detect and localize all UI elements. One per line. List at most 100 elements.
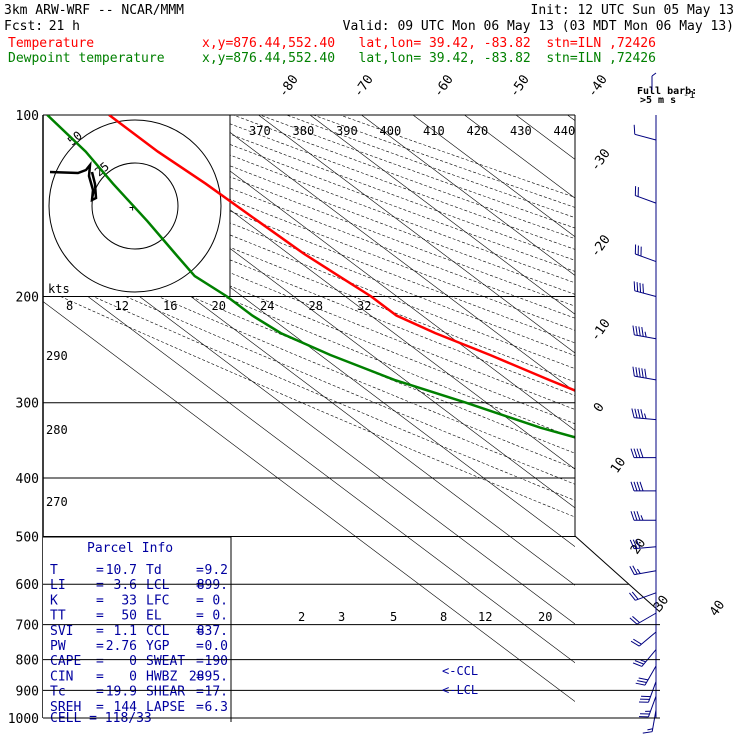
parcel-value-left: 10.7 <box>106 563 137 578</box>
parcel-eq: = <box>196 563 204 578</box>
barb-legend-icon <box>651 72 657 90</box>
parcel-eq: = <box>96 685 104 700</box>
pressure-label: 900 <box>16 684 39 699</box>
parcel-value-left: 3.6 <box>114 578 137 593</box>
theta-label-left: 290 <box>46 349 68 363</box>
parcel-value-left: 0 <box>129 654 137 669</box>
wind-barb <box>632 649 657 667</box>
parcel-value-left: 50 <box>121 609 137 624</box>
parcel-label-right: LFC <box>146 593 169 608</box>
hodograph: + 50 25 <box>43 115 231 296</box>
parcel-value-left: 0 <box>129 669 137 684</box>
parcel-eq: = <box>96 639 104 654</box>
parcel-value-left: 33 <box>121 593 137 608</box>
wind-barb <box>631 408 657 421</box>
theta-label: 420 <box>467 124 489 138</box>
theta-label: 430 <box>510 124 532 138</box>
mixing-ratio-label-lower: 20 <box>538 610 552 624</box>
wind-barb <box>635 665 657 686</box>
init-time: Init: 12 UTC Sun 05 May 13 <box>531 3 735 18</box>
isotherm-line <box>43 301 575 702</box>
mixing-ratio-label-lower: 2 <box>298 610 305 624</box>
wind-barb <box>629 612 657 625</box>
model-title: 3km ARW-WRF -- NCAR/MMM <box>4 3 184 18</box>
isotherm-line <box>412 115 575 238</box>
parcel-value-right: 0. <box>212 593 228 608</box>
parcel-value-right: 17. <box>205 685 228 700</box>
mixing-ratio-label: 16 <box>163 299 177 313</box>
legend-dewpoint: Dewpoint temperature <box>8 51 165 66</box>
parcel-label-left: PW <box>50 639 66 654</box>
forecast-hour: 21 h <box>49 19 80 34</box>
parcel-label-right: HWBZ <box>146 669 177 684</box>
parcel-label-right: SHEAR <box>146 685 185 700</box>
dry-adiabat-line <box>43 181 575 396</box>
parcel-eq: = <box>96 563 104 578</box>
parcel-eq: = <box>196 609 204 624</box>
parcel-label-right: EL <box>146 609 162 624</box>
parcel-value-right: 837. <box>197 624 228 639</box>
parcel-eq: = <box>196 593 204 608</box>
theta-label: 370 <box>249 124 271 138</box>
parcel-value-right: 899. <box>197 578 228 593</box>
wind-barb <box>633 124 657 141</box>
wind-barb <box>634 186 657 204</box>
dry-adiabat-line <box>43 219 575 439</box>
legend-temperature: Temperature <box>8 36 94 51</box>
parcel-label-right: CCL <box>146 624 170 639</box>
parcel-eq: = <box>196 685 204 700</box>
wind-barb <box>632 325 657 340</box>
parcel-eq: = <box>196 669 204 684</box>
dry-adiabat-line <box>43 259 575 485</box>
theta-label-left: 280 <box>46 423 68 437</box>
pressure-label: 300 <box>16 397 39 412</box>
forecast-label: Fcst: <box>4 19 43 34</box>
hodograph-trace <box>49 160 98 203</box>
wind-barb <box>630 631 657 647</box>
wind-barb <box>630 511 656 521</box>
wind-barb <box>632 366 657 381</box>
isotherm-line <box>43 262 575 664</box>
ccl-marker: <-CCL <box>442 664 478 678</box>
wind-barbs <box>629 124 657 734</box>
pressure-label: 200 <box>16 291 39 306</box>
pressure-label: 400 <box>16 472 39 487</box>
theta-label: 410 <box>423 124 445 138</box>
pressure-label: 100 <box>16 109 39 124</box>
parcel-label-left: K <box>50 593 58 608</box>
theta-label: 440 <box>554 124 576 138</box>
pressure-label: 500 <box>16 530 39 545</box>
wind-barb <box>642 709 657 734</box>
barb-legend-units: >5 m s <box>640 95 676 106</box>
mixing-ratio-label: 20 <box>212 299 226 313</box>
theta-labels: 370 380 390 400 410 420 430 440 290 280 270 <box>46 124 575 509</box>
parcel-eq: = <box>96 669 104 684</box>
theta-label: 380 <box>293 124 315 138</box>
plot-right-edge-lower <box>574 535 661 613</box>
hodograph-ring-50 <box>48 119 222 293</box>
wind-barb <box>629 565 657 576</box>
isotherm-label: 10 <box>608 455 629 476</box>
parcel-label-left: SREH <box>50 700 81 715</box>
parcel-eq: = <box>96 654 104 669</box>
parcel-info-panel: Parcel Info T = 10.7 Td = 9.2LI = 3.6 LCL =899.K =… <box>43 536 232 726</box>
parcel-info-title: Parcel Info <box>87 541 173 556</box>
parcel-label-left: LI <box>50 578 66 593</box>
theta-label: 390 <box>336 124 358 138</box>
parcel-value-left: 144 <box>114 700 138 715</box>
isobars-lower <box>43 535 660 719</box>
parcel-label-right: YGP <box>146 639 170 654</box>
parcel-label-left: T <box>50 563 58 578</box>
isotherm-line <box>361 115 575 276</box>
parcel-value-right: 0. <box>212 609 228 624</box>
lcl-marker: <-LCL <box>442 683 478 697</box>
isotherm-label: 20 <box>628 536 649 557</box>
parcel-eq: = <box>196 654 204 669</box>
parcel-label-right: Td <box>146 563 162 578</box>
parcel-value-right: 9.2 <box>205 563 228 578</box>
parcel-label-right: SWEAT <box>146 654 185 669</box>
mixing-ratio-label-lower: 12 <box>478 610 492 624</box>
hodograph-center: + <box>129 200 136 214</box>
dewpoint-trace <box>46 115 575 439</box>
